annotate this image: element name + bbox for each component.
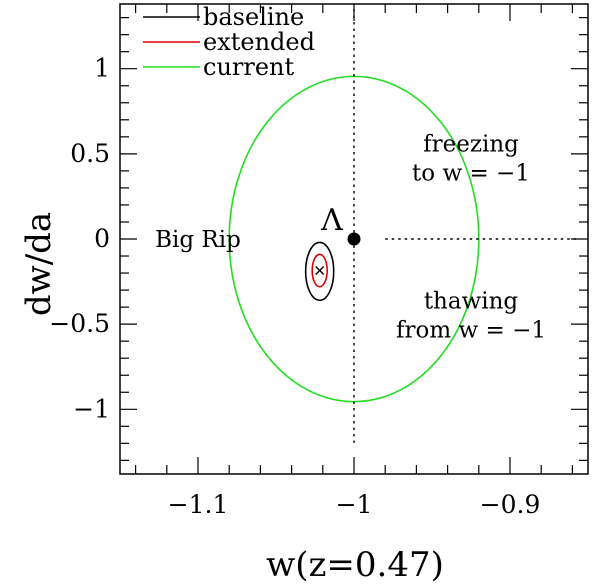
annotation-label: Big Rip bbox=[155, 227, 241, 253]
ellipse-extended bbox=[311, 253, 328, 288]
y-tick-label: 0.5 bbox=[70, 139, 110, 168]
y-tick-label: 1 bbox=[94, 54, 110, 83]
annotation-label: from w = −1 bbox=[396, 317, 546, 343]
x-tick-label: −1.1 bbox=[168, 490, 229, 519]
annotation-label: to w = −1 bbox=[412, 161, 530, 187]
legend-label-baseline: baseline bbox=[203, 3, 304, 31]
divider-lines bbox=[353, 4, 581, 444]
lambda-label: Λ bbox=[320, 203, 343, 238]
x-tick-label: −1 bbox=[336, 490, 373, 519]
y-tick-label: −0.5 bbox=[49, 309, 110, 338]
x-tick-label: −0.9 bbox=[480, 490, 541, 519]
annotation-label: thawing bbox=[424, 288, 519, 314]
annotation-label: freezing bbox=[423, 132, 519, 158]
fiducial-cross-b bbox=[315, 266, 325, 275]
ellipse-baseline bbox=[304, 241, 335, 302]
x-axis-title: w(z=0.47) bbox=[266, 545, 444, 585]
lambda-point bbox=[347, 232, 361, 246]
tick-labels: −1.1 −1 −0.9 1 0.5 0 −0.5 −1 bbox=[49, 54, 540, 519]
markers: Λ bbox=[315, 203, 361, 275]
y-tick-label: 0 bbox=[94, 224, 110, 253]
y-axis-title: dw/da bbox=[19, 212, 59, 316]
legend-label-current: current bbox=[203, 53, 295, 81]
y-tick-label: −1 bbox=[73, 394, 110, 423]
axis-ticks bbox=[120, 4, 588, 474]
annotations: freezing to w = −1 Big Rip thawing from w = … bbox=[155, 132, 546, 344]
legend-label-extended: extended bbox=[203, 28, 315, 56]
